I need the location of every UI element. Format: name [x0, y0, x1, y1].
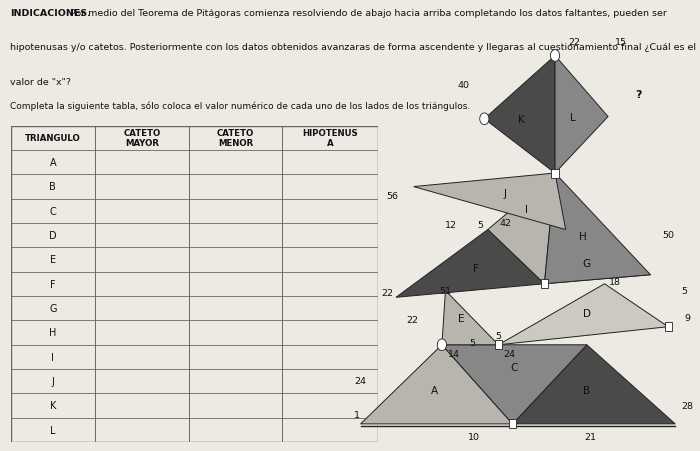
Text: I: I: [525, 205, 528, 215]
Text: D: D: [49, 230, 57, 240]
Text: G: G: [49, 304, 57, 313]
Text: INDICACIONES.: INDICACIONES.: [10, 9, 92, 18]
Polygon shape: [396, 230, 545, 298]
Polygon shape: [555, 56, 608, 174]
Text: 15: 15: [615, 38, 626, 47]
Circle shape: [550, 51, 559, 62]
Text: H: H: [580, 232, 587, 242]
Text: G: G: [583, 259, 591, 269]
Polygon shape: [484, 56, 555, 174]
Text: 51: 51: [440, 286, 452, 295]
Text: F: F: [50, 279, 55, 289]
Text: 21: 21: [584, 432, 596, 441]
Bar: [495, 341, 502, 350]
Text: D: D: [583, 308, 591, 318]
Text: 1: 1: [354, 410, 360, 419]
Text: H: H: [49, 328, 57, 338]
Polygon shape: [414, 174, 566, 230]
Text: 42: 42: [500, 219, 512, 228]
Circle shape: [438, 339, 447, 351]
Bar: [541, 280, 548, 289]
Text: B: B: [583, 385, 590, 395]
Text: J: J: [504, 189, 507, 199]
Text: valor de "x"?: valor de "x"?: [10, 78, 71, 87]
Text: L: L: [570, 112, 575, 122]
Text: HIPOTENUS
A: HIPOTENUS A: [302, 129, 358, 148]
Text: Completa la siguiente tabla, sólo coloca el valor numérico de cada uno de los la: Completa la siguiente tabla, sólo coloca…: [10, 101, 470, 110]
Text: hipotenusas y/o catetos. Posteriormente con los datos obtenidos avanzaras de for: hipotenusas y/o catetos. Posteriormente …: [10, 43, 696, 52]
Bar: [509, 419, 516, 428]
Text: TRIANGULO: TRIANGULO: [25, 134, 81, 143]
Text: C: C: [50, 206, 56, 216]
Text: CATETO
MENOR: CATETO MENOR: [217, 129, 254, 148]
Text: 24: 24: [503, 350, 515, 359]
Text: K: K: [50, 400, 56, 410]
Polygon shape: [488, 174, 555, 284]
Text: C: C: [511, 363, 518, 373]
Text: 5: 5: [681, 286, 687, 295]
Text: 24: 24: [355, 377, 367, 386]
Polygon shape: [545, 174, 650, 284]
Text: 22: 22: [568, 38, 580, 47]
Text: F: F: [473, 263, 478, 273]
Polygon shape: [360, 345, 512, 424]
Text: L: L: [50, 425, 55, 435]
Text: 5: 5: [478, 221, 484, 230]
Text: 28: 28: [682, 401, 694, 410]
Text: 40: 40: [457, 81, 469, 90]
Text: 5: 5: [469, 338, 475, 347]
Bar: [664, 322, 672, 331]
Text: ?: ?: [635, 90, 641, 100]
Text: A: A: [431, 385, 438, 395]
Text: A: A: [50, 158, 56, 168]
Text: 22: 22: [381, 289, 393, 298]
Circle shape: [480, 114, 489, 125]
Bar: [552, 169, 559, 178]
Text: 18: 18: [609, 277, 621, 286]
Text: K: K: [518, 115, 525, 124]
Polygon shape: [442, 345, 587, 424]
Text: Por medio del Teorema de Pitágoras comienza resolviendo de abajo hacia arriba co: Por medio del Teorema de Pitágoras comie…: [67, 9, 667, 18]
Text: 5: 5: [496, 331, 501, 341]
Polygon shape: [545, 230, 650, 284]
Polygon shape: [442, 291, 498, 345]
Text: J: J: [51, 376, 54, 386]
Text: 56: 56: [386, 192, 398, 201]
Text: E: E: [458, 313, 465, 323]
Text: I: I: [51, 352, 54, 362]
Text: 14: 14: [448, 350, 461, 359]
Text: 50: 50: [662, 230, 674, 239]
Text: 22: 22: [406, 316, 418, 325]
Text: 12: 12: [444, 221, 456, 230]
Text: E: E: [50, 255, 56, 265]
Text: 9: 9: [685, 313, 691, 322]
Text: CATETO
MAYOR: CATETO MAYOR: [123, 129, 160, 148]
Text: 10: 10: [468, 432, 480, 441]
Polygon shape: [512, 345, 676, 424]
Polygon shape: [498, 284, 668, 345]
Text: B: B: [50, 182, 56, 192]
